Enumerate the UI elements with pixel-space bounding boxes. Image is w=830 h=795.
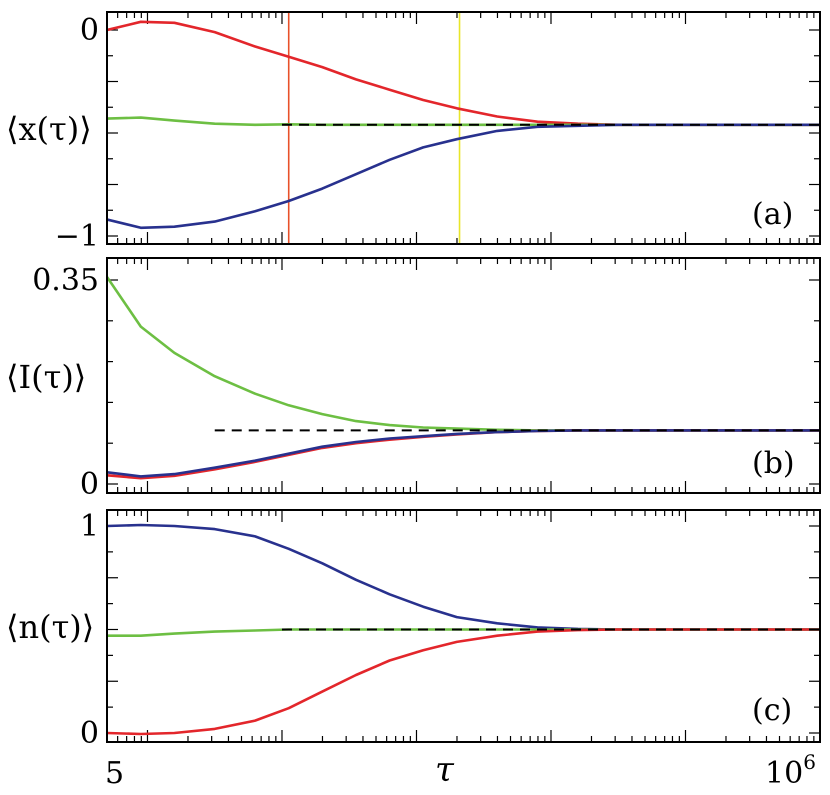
y-tick-label: 0.35: [32, 263, 99, 298]
x-tick-max: 106: [765, 750, 816, 791]
y-tick-label: 0: [80, 716, 99, 751]
panel-a: 0 −1 ⟨x(τ)⟩ (a): [6, 11, 821, 254]
x-axis-label: τ: [435, 750, 455, 790]
y-tick-label: 0: [80, 467, 99, 502]
series-group: [107, 275, 820, 480]
y-tick-label: 1: [80, 509, 99, 544]
series-group: [107, 20, 820, 230]
panel-frame: [106, 11, 821, 245]
y-tick-label: 0: [80, 13, 99, 48]
series-group: [107, 523, 820, 736]
panel-c: 0 1 ⟨n(τ)⟩ (c): [6, 509, 821, 751]
series-line-red: [107, 429, 820, 480]
series-line-red: [107, 628, 820, 736]
series-line-red: [107, 20, 820, 127]
panel-tag: (b): [752, 446, 795, 481]
panel-frame: [106, 509, 821, 743]
panel-tag: (c): [752, 693, 792, 728]
panel-b: 0 0.35 ⟨I(τ)⟩ (b): [6, 257, 821, 502]
y-axis-label: ⟨x(τ)⟩: [6, 110, 92, 148]
y-tick-label: −1: [55, 219, 99, 254]
series-line-green: [107, 275, 820, 432]
x-tick-max-base: 10: [765, 756, 803, 791]
y-axis-label: ⟨n(τ)⟩: [6, 608, 94, 646]
series-line-blue: [107, 523, 820, 631]
series-line-blue: [107, 123, 820, 230]
x-tick-min: 5: [105, 756, 124, 791]
y-axis-label: ⟨I(τ)⟩: [6, 358, 86, 396]
x-tick-max-exp: 6: [803, 750, 816, 774]
panel-frame: [106, 257, 821, 494]
panel-tag: (a): [752, 197, 793, 232]
